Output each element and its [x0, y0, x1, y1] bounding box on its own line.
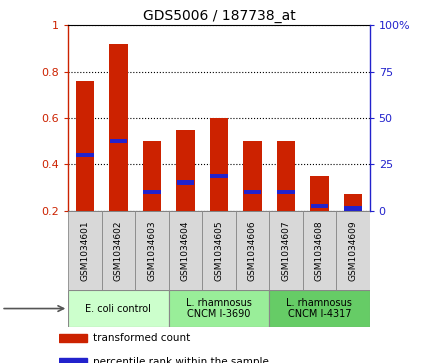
Bar	[210, 118, 228, 211]
Bar	[269, 290, 370, 327]
Bar	[76, 153, 94, 157]
Bar	[344, 206, 362, 211]
Bar	[68, 211, 102, 290]
Text: GSM1034602: GSM1034602	[114, 220, 123, 281]
Bar	[210, 174, 227, 178]
Bar	[68, 290, 169, 327]
Bar	[236, 211, 269, 290]
Bar	[169, 211, 202, 290]
Text: L. rhamnosus
CNCM I-3690: L. rhamnosus CNCM I-3690	[186, 298, 252, 319]
Bar	[336, 211, 370, 290]
Bar	[277, 190, 295, 194]
Bar	[243, 141, 262, 211]
Text: GSM1034603: GSM1034603	[147, 220, 157, 281]
Bar	[143, 190, 161, 194]
Text: GSM1034605: GSM1034605	[214, 220, 224, 281]
Bar	[310, 176, 329, 211]
Bar	[109, 44, 128, 211]
Bar	[244, 190, 261, 194]
Bar	[202, 211, 236, 290]
Text: GSM1034604: GSM1034604	[181, 220, 190, 281]
Text: L. rhamnosus
CNCM I-4317: L. rhamnosus CNCM I-4317	[286, 298, 352, 319]
Bar	[344, 194, 362, 211]
Bar	[76, 81, 94, 211]
Bar	[177, 180, 194, 185]
Text: GSM1034601: GSM1034601	[81, 220, 89, 281]
Bar	[311, 204, 328, 208]
Text: GSM1034606: GSM1034606	[248, 220, 257, 281]
Bar	[169, 290, 269, 327]
Bar	[59, 358, 87, 363]
Text: GSM1034609: GSM1034609	[348, 220, 357, 281]
Text: GSM1034607: GSM1034607	[281, 220, 290, 281]
Bar	[59, 334, 87, 342]
Text: transformed count: transformed count	[93, 333, 190, 343]
Text: E. coli control: E. coli control	[85, 303, 151, 314]
Bar	[135, 211, 169, 290]
Bar	[143, 141, 161, 211]
Title: GDS5006 / 187738_at: GDS5006 / 187738_at	[143, 9, 295, 23]
Bar	[110, 139, 127, 143]
Bar	[176, 130, 194, 211]
Bar	[303, 211, 336, 290]
Text: GSM1034608: GSM1034608	[315, 220, 324, 281]
Text: percentile rank within the sample: percentile rank within the sample	[93, 356, 269, 363]
Bar	[277, 141, 295, 211]
Bar	[102, 211, 135, 290]
Bar	[269, 211, 303, 290]
